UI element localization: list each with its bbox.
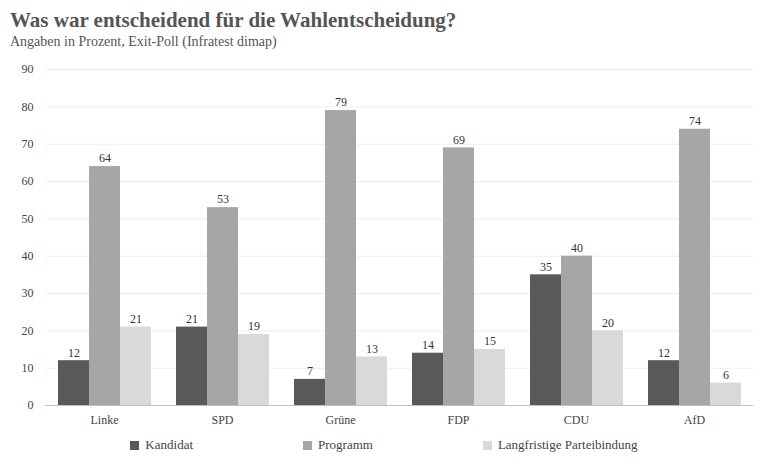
html-text:Angaben in Prozent, Exit-Poll: Angaben in Prozent, Exit-Poll (Infratest…: [10, 34, 277, 49]
svg-text:CDU: CDU: [564, 413, 590, 427]
svg-text:90: 90: [22, 62, 34, 76]
svg-text:40: 40: [571, 241, 583, 255]
svg-text:79: 79: [335, 95, 347, 109]
svg-text:19: 19: [248, 319, 260, 333]
html-text:Kandidat: Kandidat: [145, 437, 193, 452]
html-text:Programm: Programm: [318, 437, 373, 452]
svg-text:35: 35: [540, 260, 552, 274]
svg-text:70: 70: [22, 137, 34, 151]
svg-text:20: 20: [602, 316, 614, 330]
svg-text:13: 13: [366, 342, 378, 356]
svg-text:10: 10: [22, 361, 34, 375]
svg-text:0: 0: [28, 398, 34, 412]
svg-text:6: 6: [723, 368, 729, 382]
svg-text:12: 12: [658, 346, 670, 360]
html-text:Langfristige Parteibindung: Langfristige Parteibindung: [497, 437, 638, 452]
svg-text:20: 20: [22, 324, 34, 338]
svg-text:21: 21: [130, 312, 142, 326]
svg-text:21: 21: [186, 312, 198, 326]
svg-text:50: 50: [22, 212, 34, 226]
svg-text:15: 15: [484, 334, 496, 348]
svg-text:Grüne: Grüne: [326, 413, 356, 427]
svg-text:53: 53: [217, 192, 229, 206]
svg-text:64: 64: [99, 151, 111, 165]
svg-text:74: 74: [689, 114, 701, 128]
svg-text:SPD: SPD: [211, 413, 233, 427]
svg-text:7: 7: [307, 364, 313, 378]
svg-text:30: 30: [22, 286, 34, 300]
svg-text:80: 80: [22, 100, 34, 114]
svg-text:FDP: FDP: [447, 413, 469, 427]
svg-text:14: 14: [422, 338, 434, 352]
svg-text:12: 12: [68, 346, 80, 360]
svg-text:60: 60: [22, 174, 34, 188]
html-text:Was war entscheidend für die W: Was war entscheidend für die Wahlentsche…: [10, 8, 457, 32]
svg-text:Linke: Linke: [91, 413, 119, 427]
svg-text:69: 69: [453, 133, 465, 147]
svg-text:AfD: AfD: [684, 413, 706, 427]
svg-text:40: 40: [22, 249, 34, 263]
